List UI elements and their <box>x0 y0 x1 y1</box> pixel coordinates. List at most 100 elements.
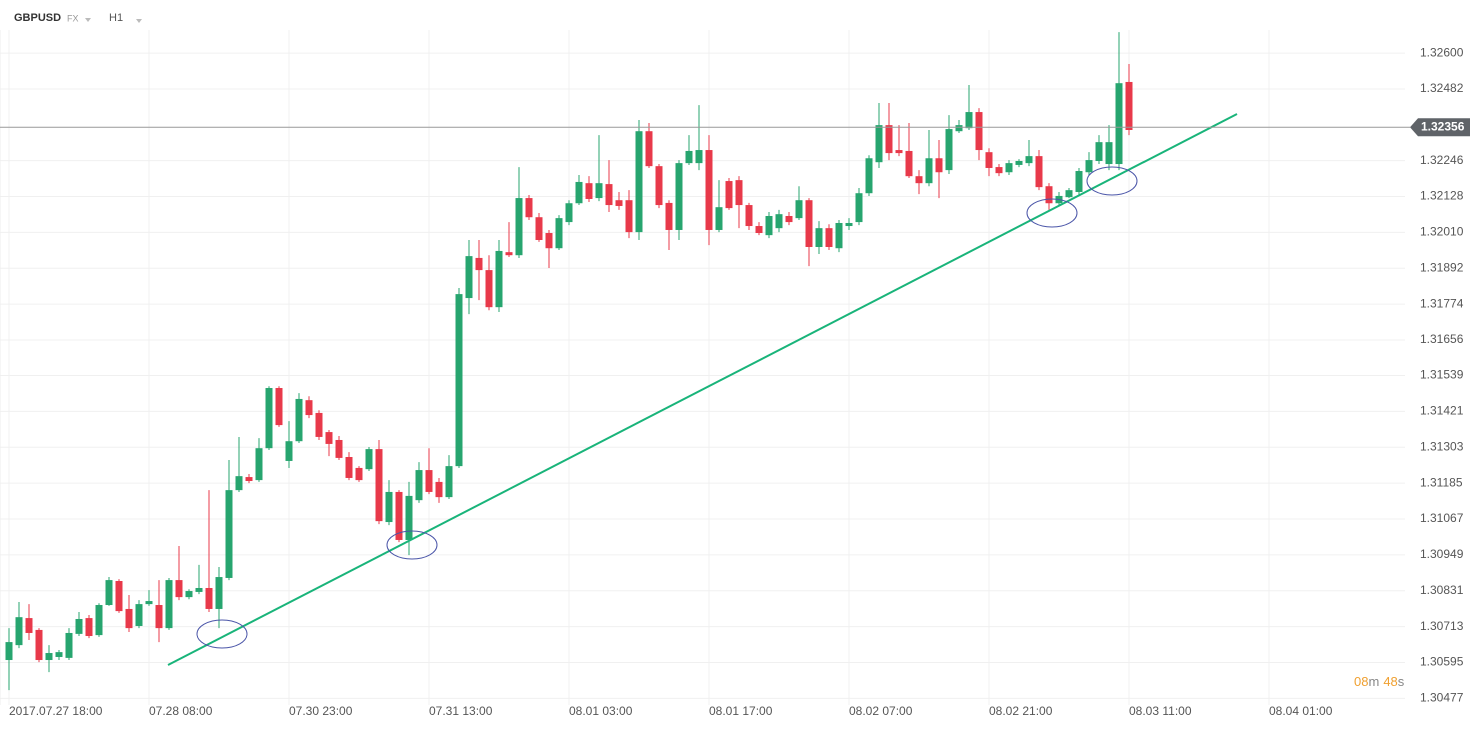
candle-body <box>295 398 303 442</box>
symbol[interactable]: GBPUSD <box>14 12 61 24</box>
highlight-ellipse[interactable] <box>386 530 438 560</box>
candle-body <box>635 131 643 233</box>
candle-body <box>145 601 153 605</box>
candle-body <box>185 591 193 598</box>
candle-body <box>25 618 33 633</box>
candle-body <box>1045 186 1053 204</box>
candle-body <box>55 652 63 657</box>
y-tick-label: 1.32128 <box>1420 189 1464 203</box>
candle-body <box>895 150 903 154</box>
y-tick-label: 1.30477 <box>1420 690 1464 704</box>
y-tick-label: 1.32010 <box>1420 225 1464 239</box>
x-tick-label: 08.04 01:00 <box>1269 704 1333 718</box>
candle-body <box>465 256 473 299</box>
highlight-ellipse[interactable] <box>1026 198 1078 228</box>
candle-body <box>95 605 103 636</box>
current-price-tag <box>1410 118 1470 137</box>
candle-body <box>15 617 23 646</box>
candle-body <box>1085 160 1093 173</box>
highlight-ellipse[interactable] <box>1086 166 1138 196</box>
candle-body <box>125 608 133 629</box>
timeframe[interactable]: H1 <box>109 12 123 24</box>
y-tick-label: 1.31185 <box>1420 475 1463 489</box>
candle-body <box>245 477 253 482</box>
candle-body <box>435 481 443 498</box>
x-tick-label: 07.31 13:00 <box>429 704 493 718</box>
y-tick-label: 1.30595 <box>1420 655 1464 669</box>
countdown: 08m 48s <box>1354 674 1405 689</box>
y-tick-label: 1.31892 <box>1420 260 1464 274</box>
candle-body <box>825 228 833 247</box>
candle-body <box>745 205 753 227</box>
candle-body <box>335 439 343 458</box>
candle-body <box>275 388 283 426</box>
candle-body <box>765 215 773 236</box>
candle-body <box>1075 171 1083 192</box>
countdown-seconds: 48 <box>1383 674 1397 689</box>
candle-body <box>875 125 883 163</box>
candle-body <box>205 587 213 609</box>
candle-body <box>905 150 913 177</box>
candle-body <box>475 257 483 271</box>
candle-body <box>945 129 953 171</box>
candle-body <box>585 183 593 199</box>
candle-body <box>645 131 653 167</box>
candle-body <box>105 580 113 606</box>
x-tick-label: 08.01 17:00 <box>709 704 773 718</box>
candle-body <box>835 222 843 249</box>
candle-body <box>795 200 803 219</box>
candle-body <box>1025 156 1033 164</box>
candle-body <box>355 467 363 481</box>
candle-body <box>925 158 933 184</box>
candle-body <box>685 150 693 164</box>
x-tick-label: 2017.07.27 18:00 <box>9 704 103 718</box>
candle-body <box>1015 160 1023 165</box>
candle-body <box>715 207 723 230</box>
y-tick-label: 1.31656 <box>1420 332 1464 346</box>
candle-body <box>165 580 173 629</box>
candle-body <box>375 449 383 522</box>
candle-body <box>175 580 183 598</box>
candle-body <box>985 152 993 168</box>
candle-body <box>545 233 553 249</box>
candle-body <box>915 176 923 184</box>
candle-body <box>305 400 313 416</box>
candle-body <box>625 200 633 233</box>
market[interactable]: FX <box>67 13 79 23</box>
candle-body <box>285 441 293 461</box>
candle-body <box>1125 81 1133 130</box>
y-tick-label: 1.30713 <box>1420 619 1464 633</box>
candle-body <box>35 629 43 661</box>
dropdown-caret[interactable] <box>85 18 91 22</box>
candle-body <box>1115 83 1123 165</box>
candle-body <box>455 294 463 467</box>
candle-body <box>225 490 233 578</box>
candle-body <box>495 250 503 308</box>
candle-body <box>935 158 943 173</box>
candle-body <box>415 470 423 501</box>
candle-body <box>885 125 893 154</box>
candle-body <box>1035 156 1043 188</box>
candle-body <box>485 270 493 308</box>
candle-body <box>755 226 763 234</box>
y-tick-label: 1.30831 <box>1420 583 1464 597</box>
candle-body <box>85 618 93 637</box>
highlight-ellipse[interactable] <box>196 619 248 649</box>
candle-body <box>815 228 823 247</box>
x-tick-label: 08.01 03:00 <box>569 704 633 718</box>
y-tick-label: 1.31067 <box>1420 511 1464 525</box>
trend-line[interactable] <box>167 113 1238 666</box>
candle-body <box>1065 190 1073 198</box>
candle-body <box>975 112 983 151</box>
candle-body <box>255 448 263 481</box>
candle-body <box>845 222 853 227</box>
candle-body <box>135 604 143 626</box>
candle-body <box>995 167 1003 174</box>
dropdown-caret[interactable] <box>136 19 142 23</box>
candle-body <box>805 200 813 247</box>
y-tick-label: 1.31303 <box>1420 439 1464 453</box>
candle-body <box>595 183 603 199</box>
y-tick-label: 1.30949 <box>1420 547 1464 561</box>
candle-body <box>1105 142 1113 165</box>
candle-body <box>265 388 273 449</box>
